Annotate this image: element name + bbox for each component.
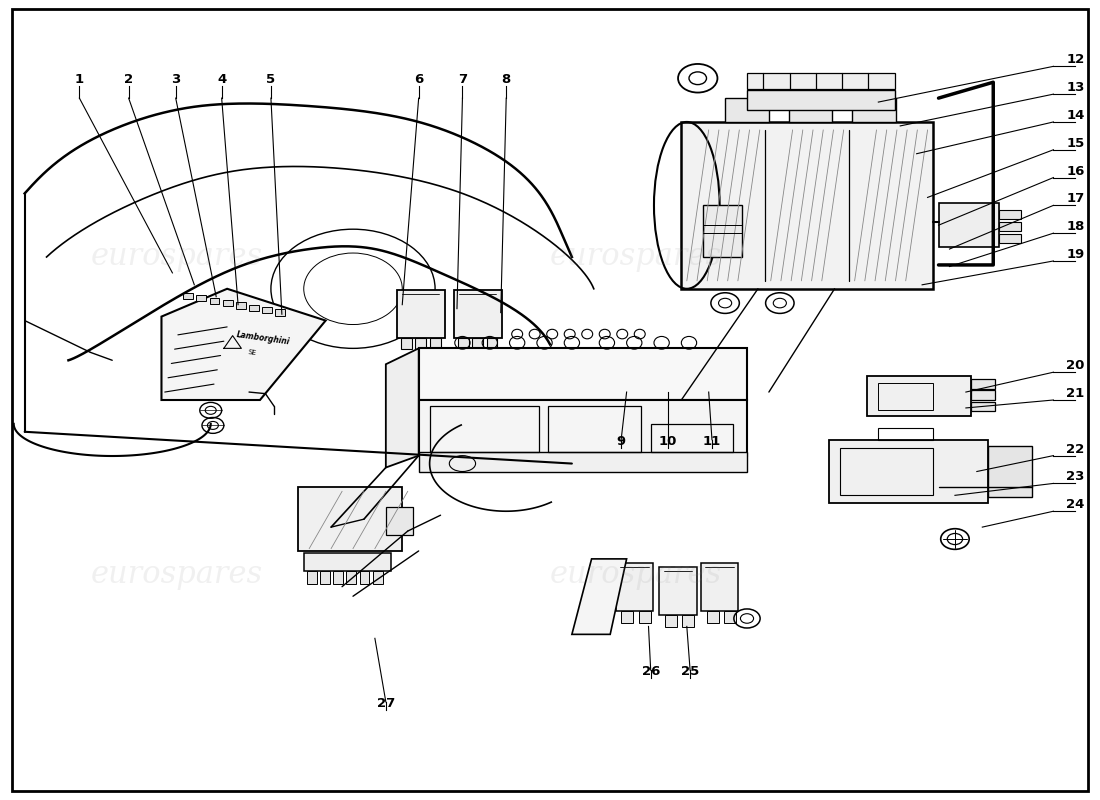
Text: eurospares: eurospares: [550, 559, 722, 590]
Bar: [616, 563, 653, 610]
Text: 16: 16: [1066, 165, 1085, 178]
Bar: [971, 402, 996, 411]
Bar: [249, 305, 258, 311]
Bar: [298, 487, 403, 551]
Bar: [659, 567, 696, 614]
Text: Lamborghini: Lamborghini: [235, 330, 290, 346]
Text: 14: 14: [1066, 109, 1085, 122]
Bar: [307, 571, 317, 584]
Text: 19: 19: [1066, 248, 1085, 261]
Bar: [430, 338, 441, 349]
Text: 24: 24: [1066, 498, 1085, 511]
Bar: [453, 290, 502, 338]
Text: 17: 17: [1066, 192, 1085, 206]
Bar: [320, 571, 330, 584]
Text: 13: 13: [1066, 81, 1085, 94]
Bar: [701, 563, 738, 610]
Text: 23: 23: [1066, 470, 1085, 483]
Bar: [419, 452, 747, 471]
Bar: [197, 295, 207, 302]
Bar: [971, 390, 996, 400]
Bar: [397, 290, 444, 338]
Text: 8: 8: [502, 73, 510, 86]
Text: 12: 12: [1066, 54, 1085, 66]
Text: 1: 1: [75, 73, 84, 86]
Text: eurospares: eurospares: [550, 242, 722, 273]
Text: 2: 2: [124, 73, 133, 86]
Bar: [333, 571, 343, 584]
Bar: [184, 293, 194, 299]
Bar: [878, 382, 933, 410]
Bar: [938, 203, 999, 247]
Bar: [373, 571, 383, 584]
Text: 21: 21: [1066, 387, 1085, 400]
Bar: [235, 302, 245, 309]
Bar: [304, 554, 392, 571]
Text: 5: 5: [266, 73, 275, 86]
Bar: [747, 90, 894, 110]
Text: 10: 10: [659, 434, 678, 448]
Text: 20: 20: [1066, 359, 1085, 372]
Bar: [416, 338, 427, 349]
Bar: [621, 610, 634, 623]
Text: 25: 25: [681, 665, 700, 678]
Bar: [402, 338, 412, 349]
Text: 6: 6: [414, 73, 424, 86]
Bar: [747, 73, 894, 89]
Bar: [703, 206, 741, 257]
Bar: [878, 428, 933, 440]
Text: 3: 3: [172, 73, 180, 86]
Bar: [971, 379, 996, 389]
Bar: [210, 298, 220, 304]
Text: 7: 7: [458, 73, 468, 86]
Text: 18: 18: [1066, 220, 1085, 233]
Bar: [682, 614, 694, 627]
Text: 9: 9: [617, 434, 626, 448]
Polygon shape: [572, 559, 627, 634]
Bar: [706, 610, 718, 623]
Bar: [548, 406, 641, 452]
Text: eurospares: eurospares: [90, 242, 263, 273]
Bar: [486, 338, 497, 349]
Bar: [346, 571, 356, 584]
Bar: [360, 571, 370, 584]
Bar: [999, 210, 1021, 219]
Bar: [275, 310, 285, 316]
Bar: [840, 448, 933, 495]
Bar: [639, 610, 651, 623]
Polygon shape: [162, 289, 326, 400]
Bar: [651, 424, 733, 452]
Text: eurospares: eurospares: [90, 559, 263, 590]
Bar: [789, 98, 833, 122]
Text: 11: 11: [703, 434, 722, 448]
Bar: [999, 222, 1021, 231]
Bar: [386, 507, 414, 535]
Bar: [223, 300, 232, 306]
Text: 15: 15: [1066, 137, 1085, 150]
Bar: [852, 98, 895, 122]
Text: 4: 4: [217, 73, 227, 86]
Bar: [430, 406, 539, 452]
Bar: [681, 122, 933, 289]
Polygon shape: [386, 348, 419, 467]
Bar: [419, 400, 747, 456]
Bar: [725, 98, 769, 122]
Bar: [458, 338, 469, 349]
Bar: [472, 338, 483, 349]
Bar: [829, 440, 988, 503]
Bar: [724, 610, 736, 623]
Text: 22: 22: [1066, 442, 1085, 456]
Text: 27: 27: [376, 697, 395, 710]
Bar: [999, 234, 1021, 243]
Polygon shape: [419, 348, 747, 400]
Bar: [262, 307, 272, 314]
Text: 26: 26: [641, 665, 660, 678]
Bar: [988, 446, 1032, 497]
Bar: [868, 376, 971, 416]
Bar: [664, 614, 676, 627]
Text: SE: SE: [248, 349, 257, 356]
